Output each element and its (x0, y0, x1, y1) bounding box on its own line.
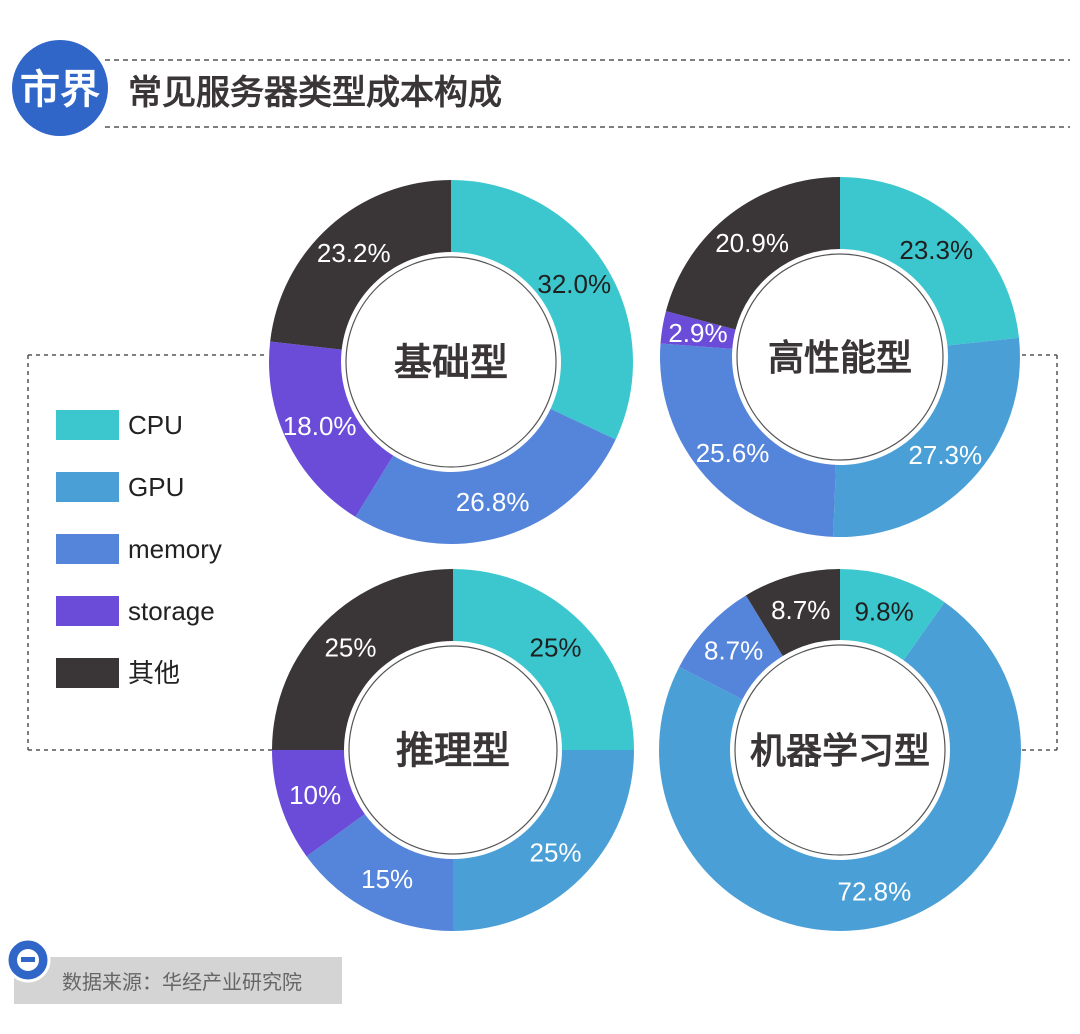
source-bar (14, 957, 342, 1004)
donut-inference: 25% 25% 15% 10% 25% 推理型 (272, 569, 634, 932)
slice-label-storage: 10% (289, 780, 341, 810)
slice-memory (659, 343, 836, 537)
slice-label-cpu: 23.3% (899, 235, 973, 265)
slice-label-other: 23.2% (317, 238, 391, 268)
legend-swatch-cpu (56, 410, 119, 440)
slice-label-cpu: 25% (530, 632, 582, 662)
slice-memory (679, 595, 783, 700)
legend: CPU GPU memory storage 其他 (56, 410, 222, 688)
donut-high-performance: 23.3%27.3%25.6%2.9%20.9%高性能型 (659, 177, 1020, 537)
legend-label-cpu: CPU (128, 410, 183, 440)
slice-cpu (453, 569, 634, 750)
page-title: 常见服务器类型成本构成 (128, 73, 502, 113)
slice-gpu (833, 337, 1020, 537)
slice-other (270, 180, 451, 350)
donut-center (734, 644, 946, 856)
slice-cpu (840, 177, 1019, 346)
legend-swatch-memory (56, 534, 119, 564)
header: 市界 常见服务器类型成本构成 (12, 40, 1070, 136)
donut-center (345, 256, 557, 468)
connector-frame (27, 354, 1058, 751)
slice-label-gpu: 27.3% (908, 440, 982, 470)
donut-title: 基础型 (394, 341, 508, 385)
source-text: 数据来源：华经产业研究院 (62, 970, 302, 994)
legend-label-other: 其他 (128, 658, 180, 688)
slice-label-cpu: 9.8% (854, 596, 913, 626)
slice-label-gpu: 25% (530, 838, 582, 868)
donut-title: 机器学习型 (750, 730, 930, 772)
slice-label-memory: 25.6% (696, 438, 770, 468)
slice-gpu (659, 602, 1022, 932)
minus-circle-icon-bar (21, 957, 35, 962)
slice-label-memory: 15% (361, 864, 413, 894)
donut-machine-learning: 9.8% 72.8% 8.7% 8.7% 机器学习型 (659, 569, 1022, 932)
slice-label-gpu: 72.8% (838, 876, 912, 906)
legend-swatch-other (56, 658, 119, 688)
slice-label-memory: 8.7% (704, 636, 763, 666)
slice-cpu (840, 569, 945, 661)
legend-swatch-gpu (56, 472, 119, 502)
slice-label-storage: 18.0% (283, 411, 357, 441)
slice-other (665, 177, 840, 330)
legend-swatch-storage (56, 596, 119, 626)
slice-other (272, 569, 453, 750)
slice-label-cpu: 32.0% (537, 269, 611, 299)
donut-basic: 32.0% 26.8% 18.0% 23.2% 基础型 (269, 180, 633, 544)
brand-logo-text: 市界 (20, 67, 100, 113)
slice-storage (269, 341, 394, 517)
slice-label-memory: 26.8% (456, 487, 530, 517)
donut-center (736, 253, 944, 461)
slice-gpu (453, 750, 634, 931)
slice-storage (272, 750, 365, 857)
slice-memory (355, 408, 616, 544)
legend-label-memory: memory (128, 534, 222, 564)
source-footer: 数据来源：华经产业研究院 (5, 937, 342, 1004)
legend-label-storage: storage (128, 596, 215, 626)
donut-center (348, 645, 558, 855)
slice-memory (306, 814, 453, 932)
legend-label-gpu: GPU (128, 472, 184, 502)
slice-other (745, 569, 840, 657)
brand-logo-circle (12, 40, 108, 136)
slice-storage (660, 311, 736, 349)
donut-title: 高性能型 (768, 338, 912, 379)
slice-label-other: 20.9% (715, 228, 789, 258)
slice-label-other: 8.7% (771, 595, 830, 625)
donut-title: 推理型 (396, 729, 510, 773)
slice-cpu (451, 180, 633, 440)
slice-label-other: 25% (324, 632, 376, 662)
